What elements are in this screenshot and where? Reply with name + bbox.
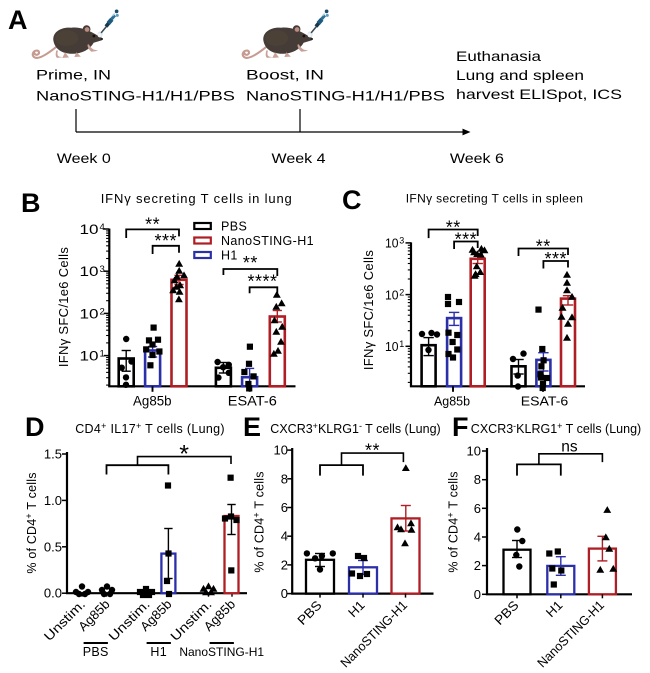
svg-text:PBS: PBS — [83, 645, 109, 659]
svg-text:***: *** — [455, 230, 478, 250]
svg-text:NanoSTING-H1/H1/PBS: NanoSTING-H1/H1/PBS — [246, 88, 445, 104]
svg-text:1: 1 — [100, 349, 105, 360]
svg-text:10: 10 — [467, 444, 481, 459]
svg-text:6: 6 — [474, 501, 481, 516]
svg-text:8: 8 — [474, 472, 481, 487]
svg-text:10: 10 — [80, 349, 99, 364]
svg-text:ns: ns — [561, 439, 578, 456]
svg-text:1: 1 — [399, 339, 404, 349]
svg-text:1.0: 1.0 — [44, 493, 62, 508]
svg-text:IFNγ secreting T cells in sple: IFNγ secreting T cells in spleen — [406, 192, 584, 206]
svg-text:2: 2 — [474, 558, 481, 573]
svg-text:IFNγ SFC/1e6 Cells: IFNγ SFC/1e6 Cells — [56, 247, 71, 367]
svg-text:C: C — [342, 185, 362, 215]
svg-text:NanoSTING-H1: NanoSTING-H1 — [179, 645, 264, 659]
svg-text:NanoSTING-H1: NanoSTING-H1 — [221, 234, 314, 248]
svg-text:IFNγ SFC/1e6 Cells: IFNγ SFC/1e6 Cells — [361, 250, 376, 370]
svg-text:0.5: 0.5 — [44, 539, 62, 554]
svg-text:0: 0 — [281, 586, 288, 601]
svg-text:% of CD4+ T cells: % of CD4+ T cells — [24, 472, 39, 573]
svg-text:% of CD4+ T cells: % of CD4+ T cells — [446, 471, 461, 572]
svg-text:Euthanasia: Euthanasia — [456, 48, 541, 64]
svg-text:3: 3 — [100, 264, 105, 275]
svg-text:**: ** — [145, 214, 160, 234]
svg-text:6: 6 — [281, 500, 288, 515]
svg-text:Boost, IN: Boost, IN — [246, 67, 324, 83]
svg-text:2: 2 — [399, 287, 404, 297]
svg-text:% of CD4+ T cells: % of CD4+ T cells — [252, 471, 267, 572]
svg-text:4: 4 — [474, 530, 481, 545]
svg-text:PBS: PBS — [221, 220, 247, 234]
svg-text:IFNγ secreting T cells in lung: IFNγ secreting T cells in lung — [101, 191, 293, 206]
svg-text:Lung and spleen: Lung and spleen — [456, 67, 584, 83]
svg-text:***: *** — [544, 249, 567, 269]
svg-text:Ag85b: Ag85b — [434, 394, 470, 409]
svg-text:H1: H1 — [221, 249, 238, 263]
svg-text:harvest ELISpot, ICS: harvest ELISpot, ICS — [456, 86, 622, 102]
svg-text:10: 10 — [385, 339, 399, 354]
svg-text:**: ** — [446, 218, 461, 238]
svg-text:10: 10 — [274, 443, 288, 458]
svg-text:2: 2 — [281, 557, 288, 572]
svg-text:H1: H1 — [150, 645, 167, 659]
svg-text:ESAT-6: ESAT-6 — [228, 394, 277, 409]
svg-text:2: 2 — [100, 306, 105, 317]
svg-text:****: **** — [247, 271, 277, 291]
svg-text:8: 8 — [281, 471, 288, 486]
svg-text:CXCR3-KLRG1+ T cells (Lung): CXCR3-KLRG1+ T cells (Lung) — [471, 421, 641, 436]
svg-text:4: 4 — [100, 222, 105, 233]
svg-text:*: * — [179, 440, 189, 468]
svg-text:Week 0: Week 0 — [57, 150, 111, 166]
svg-text:CXCR3+KLRG1- T cells (Lung): CXCR3+KLRG1- T cells (Lung) — [270, 421, 440, 436]
svg-text:10: 10 — [80, 222, 99, 237]
svg-text:3: 3 — [399, 236, 404, 246]
svg-text:NanoSTING-H1/H1/PBS: NanoSTING-H1/H1/PBS — [36, 88, 235, 104]
svg-text:A: A — [8, 5, 28, 35]
svg-text:Week 4: Week 4 — [272, 150, 326, 166]
svg-text:**: ** — [243, 253, 258, 273]
svg-text:Ag85b: Ag85b — [133, 394, 172, 409]
svg-text:E: E — [243, 412, 261, 442]
svg-text:4: 4 — [281, 529, 288, 544]
svg-text:**: ** — [536, 237, 551, 257]
svg-text:B: B — [21, 188, 41, 218]
svg-text:Prime, IN: Prime, IN — [36, 67, 111, 83]
svg-text:0: 0 — [474, 587, 481, 602]
svg-text:**: ** — [365, 441, 380, 461]
svg-text:D: D — [25, 412, 45, 442]
svg-text:F: F — [452, 412, 469, 442]
svg-text:Week 6: Week 6 — [450, 150, 504, 166]
svg-text:1.5: 1.5 — [44, 447, 62, 462]
svg-text:CD4+ IL17+ T cells (Lung): CD4+ IL17+ T cells (Lung) — [75, 421, 225, 436]
svg-text:***: *** — [155, 231, 178, 251]
svg-text:10: 10 — [80, 264, 99, 279]
svg-text:ESAT-6: ESAT-6 — [521, 394, 569, 409]
svg-text:10: 10 — [385, 287, 399, 302]
svg-text:0.0: 0.0 — [44, 586, 62, 601]
svg-text:10: 10 — [80, 306, 99, 321]
svg-text:10: 10 — [385, 236, 399, 251]
